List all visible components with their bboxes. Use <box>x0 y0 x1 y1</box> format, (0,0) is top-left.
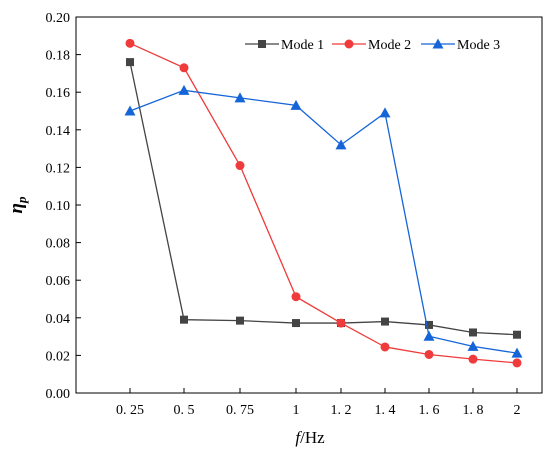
data-point <box>424 349 434 359</box>
legend-item-1: Mode 1 <box>245 38 324 53</box>
plot-frame <box>75 16 543 394</box>
data-point <box>124 105 136 116</box>
data-point <box>291 292 301 302</box>
data-point <box>423 330 435 341</box>
x-tick-label: 0. 75 <box>226 403 254 418</box>
series-2 <box>125 38 522 368</box>
y-tick-label: 0.16 <box>46 86 71 101</box>
series-line <box>129 61 518 336</box>
legend-marker <box>344 39 354 49</box>
y-tick-label: 0.06 <box>46 274 71 289</box>
legend-label: Mode 2 <box>368 38 411 53</box>
y-tick-label: 0.10 <box>46 199 71 214</box>
data-point <box>290 99 302 110</box>
data-point <box>513 330 521 339</box>
legend-marker <box>258 40 266 48</box>
data-point <box>126 58 134 67</box>
y-tick-label: 0.12 <box>46 161 71 176</box>
data-point <box>511 347 523 358</box>
x-tick-label: 2 <box>514 403 521 418</box>
data-point <box>336 318 346 328</box>
data-point <box>335 139 347 150</box>
legend-marker <box>432 38 444 49</box>
data-point <box>180 315 188 324</box>
legend-label: Mode 3 <box>457 38 500 53</box>
axis-ticks: 0.00 0.02 0.04 0.06 0.08 0.10 0.12 0.14 0.16 0.18… <box>46 11 521 418</box>
y-tick-label: 0.18 <box>46 49 71 64</box>
series-line <box>129 89 518 354</box>
data-point <box>179 63 189 73</box>
data-point <box>178 84 190 95</box>
y-tick-label: 0.20 <box>46 11 71 26</box>
data-point <box>236 316 244 325</box>
x-tick-label: 1. 8 <box>463 403 484 418</box>
data-point <box>125 38 135 48</box>
y-tick-label: 0.14 <box>46 124 71 139</box>
y-tick-label: 0.00 <box>46 387 71 402</box>
data-point <box>468 354 478 364</box>
data-point <box>469 328 477 337</box>
data-point <box>512 358 522 368</box>
legend-item-3: Mode 3 <box>421 38 500 53</box>
y-tick-label: 0.02 <box>46 349 71 364</box>
y-tick-label: 0.08 <box>46 237 71 252</box>
data-point <box>381 317 389 326</box>
x-tick-label: 0. 25 <box>116 403 144 418</box>
series-1 <box>126 58 521 339</box>
data-point <box>425 320 433 329</box>
data-point <box>235 161 245 171</box>
data-point <box>234 92 246 103</box>
x-tick-label: 1 <box>293 403 300 418</box>
data-point <box>379 107 391 118</box>
y-axis-title: ηp <box>6 196 29 213</box>
legend: Mode 1 Mode 2 Mode 3 <box>245 38 500 53</box>
data-point <box>292 319 300 328</box>
x-tick-label: 1. 2 <box>331 403 352 418</box>
x-axis-title: f/Hz <box>295 428 325 447</box>
series-3 <box>124 84 523 358</box>
legend-item-2: Mode 2 <box>332 38 411 53</box>
data-point <box>380 342 390 352</box>
data-point <box>467 340 479 351</box>
legend-label: Mode 1 <box>281 38 324 53</box>
x-tick-label: 1. 6 <box>419 403 440 418</box>
series-layer <box>124 38 523 368</box>
x-tick-label: 1. 4 <box>375 403 396 418</box>
y-tick-label: 0.04 <box>46 312 71 327</box>
x-tick-label: 0. 5 <box>174 403 195 418</box>
